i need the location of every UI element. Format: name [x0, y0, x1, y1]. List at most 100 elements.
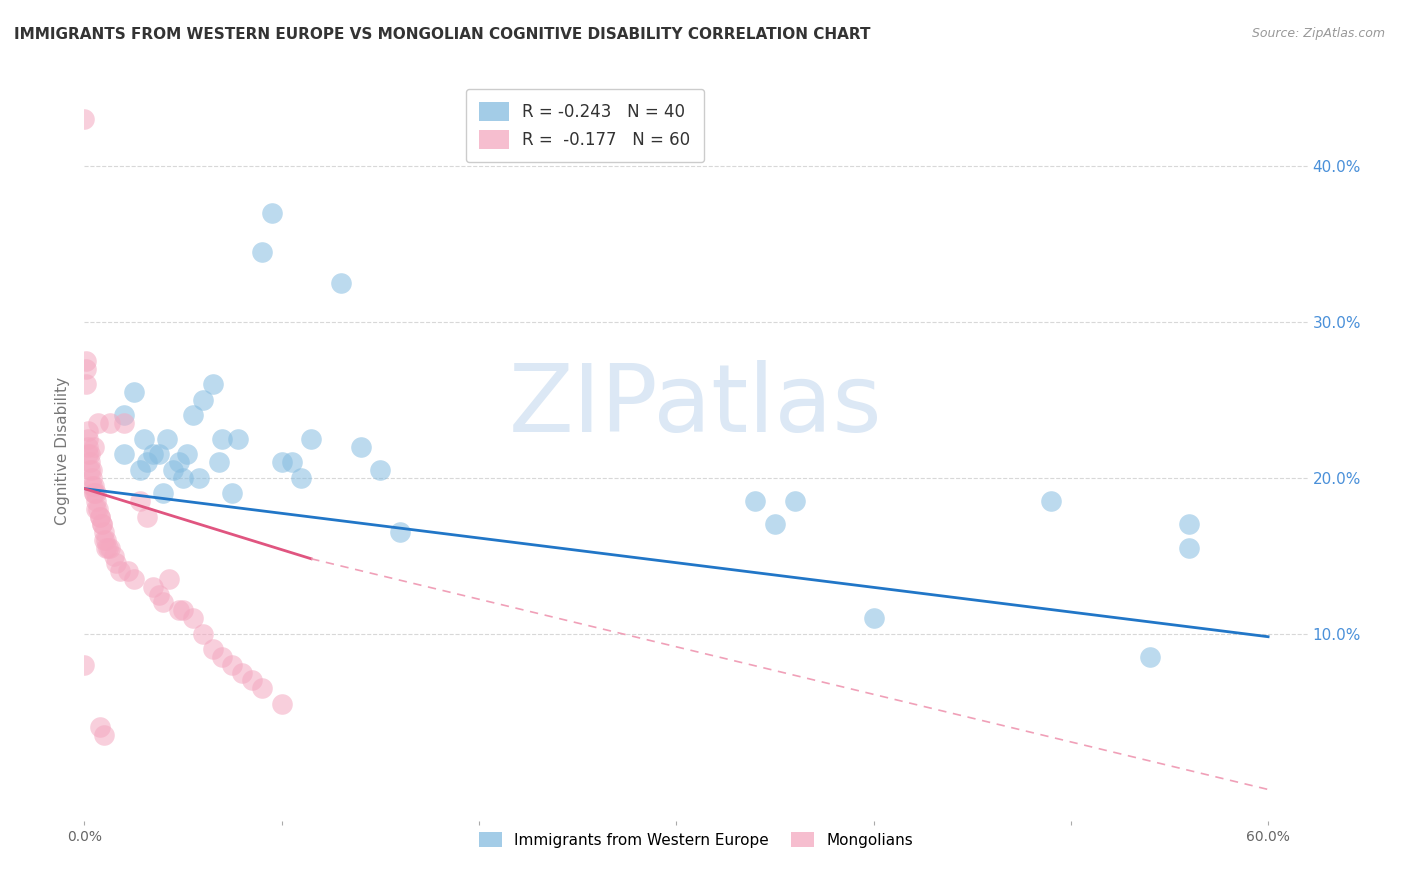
Point	[89, 509, 111, 524]
Point	[1139, 650, 1161, 665]
Point	[75, 377, 97, 392]
Point	[112, 447, 135, 461]
Point	[73, 112, 96, 127]
Point	[148, 588, 170, 602]
Point	[82, 478, 104, 492]
Point	[104, 557, 127, 571]
Point	[128, 463, 150, 477]
Point	[862, 611, 884, 625]
Point	[84, 494, 107, 508]
Point	[270, 455, 292, 469]
Point	[1178, 517, 1201, 532]
Point	[191, 626, 214, 640]
Point	[103, 549, 125, 563]
Point	[112, 409, 135, 423]
Point	[77, 447, 100, 461]
Point	[152, 595, 174, 609]
Point	[221, 486, 243, 500]
Point	[128, 494, 150, 508]
Point	[93, 525, 115, 540]
Point	[73, 657, 96, 672]
Point	[176, 447, 198, 461]
Point	[136, 509, 159, 524]
Point	[122, 384, 145, 399]
Point	[93, 533, 115, 547]
Point	[329, 276, 352, 290]
Point	[87, 502, 110, 516]
Point	[75, 354, 97, 368]
Point	[82, 471, 104, 485]
Point	[181, 611, 204, 625]
Point	[142, 580, 165, 594]
Point	[77, 424, 100, 438]
Point	[89, 509, 111, 524]
Point	[83, 440, 105, 454]
Y-axis label: Cognitive Disability: Cognitive Disability	[55, 376, 70, 524]
Point	[82, 463, 104, 477]
Point	[162, 463, 184, 477]
Point	[84, 486, 107, 500]
Point	[91, 517, 114, 532]
Point	[91, 517, 114, 532]
Point	[79, 455, 101, 469]
Point	[83, 478, 105, 492]
Point	[75, 361, 97, 376]
Point	[299, 432, 322, 446]
Text: IMMIGRANTS FROM WESTERN EUROPE VS MONGOLIAN COGNITIVE DISABILITY CORRELATION CHA: IMMIGRANTS FROM WESTERN EUROPE VS MONGOL…	[14, 27, 870, 42]
Point	[1040, 494, 1063, 508]
Point	[181, 409, 204, 423]
Point	[79, 463, 101, 477]
Point	[368, 463, 391, 477]
Text: Source: ZipAtlas.com: Source: ZipAtlas.com	[1251, 27, 1385, 40]
Legend: Immigrants from Western Europe, Mongolians: Immigrants from Western Europe, Mongolia…	[472, 825, 920, 854]
Point	[240, 673, 263, 688]
Point	[231, 665, 253, 680]
Point	[87, 416, 110, 430]
Point	[290, 471, 312, 485]
Point	[187, 471, 209, 485]
Point	[1178, 541, 1201, 555]
Point	[211, 650, 233, 665]
Point	[97, 541, 120, 555]
Point	[157, 572, 180, 586]
Point	[201, 642, 224, 657]
Point	[280, 455, 302, 469]
Point	[783, 494, 806, 508]
Text: ZIPatlas: ZIPatlas	[509, 360, 883, 452]
Point	[98, 541, 121, 555]
Point	[83, 486, 105, 500]
Point	[270, 697, 292, 711]
Point	[83, 486, 105, 500]
Point	[152, 486, 174, 500]
Point	[172, 603, 194, 617]
Point	[108, 564, 131, 578]
Point	[112, 416, 135, 430]
Point	[156, 432, 179, 446]
Point	[132, 432, 155, 446]
Point	[77, 440, 100, 454]
Point	[94, 541, 117, 555]
Point	[744, 494, 766, 508]
Point	[207, 455, 229, 469]
Point	[94, 533, 117, 547]
Point	[349, 440, 371, 454]
Point	[148, 447, 170, 461]
Point	[226, 432, 249, 446]
Point	[250, 681, 273, 695]
Point	[117, 564, 139, 578]
Point	[250, 244, 273, 259]
Point	[84, 502, 107, 516]
Point	[93, 728, 115, 742]
Point	[122, 572, 145, 586]
Point	[142, 447, 165, 461]
Point	[98, 416, 121, 430]
Point	[136, 455, 159, 469]
Point	[172, 471, 194, 485]
Point	[77, 432, 100, 446]
Point	[260, 206, 283, 220]
Point	[167, 455, 190, 469]
Point	[211, 432, 233, 446]
Point	[201, 377, 224, 392]
Point	[221, 657, 243, 672]
Point	[89, 720, 111, 734]
